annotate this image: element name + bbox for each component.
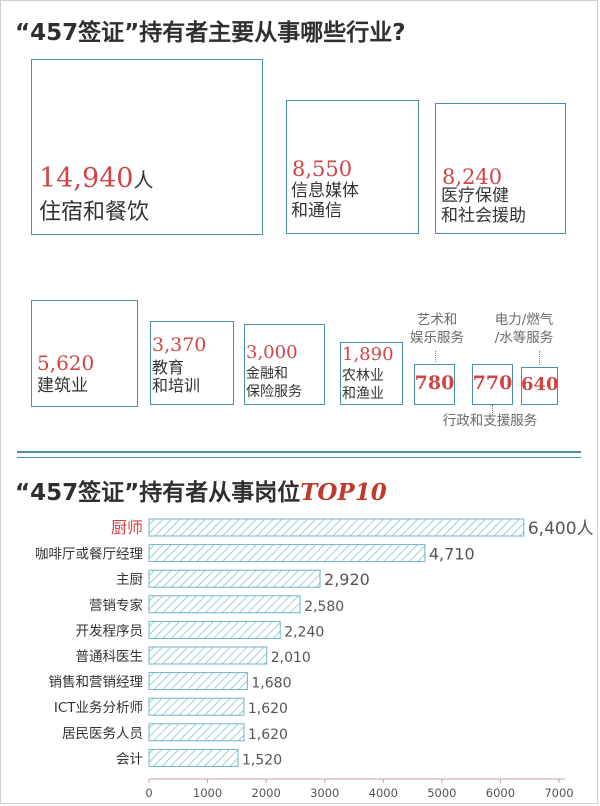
bar [148, 620, 281, 639]
category-label: 厨师 [111, 518, 143, 537]
value-label: 1,620 [248, 701, 288, 717]
value-label: 2,920 [324, 570, 370, 589]
industry-box-finance [244, 324, 325, 405]
industry-value-healthcare: 8,240 [442, 165, 503, 189]
x-tick-label: 3000 [310, 786, 339, 800]
bar [148, 672, 248, 691]
industry-value-construction: 5,620 [37, 351, 95, 375]
industry-value-admin: 770 [472, 372, 513, 394]
industry-value-finance: 3,000 [246, 342, 298, 363]
x-tick-label: 2000 [252, 786, 281, 800]
arts-connector [435, 351, 436, 362]
industry-label-arts: 艺术和 娱乐服务 [410, 312, 464, 347]
value-label: 1,620 [248, 727, 288, 743]
industry-value-accommodation: 14,940人 [39, 163, 154, 194]
category-label: 会计 [116, 751, 143, 767]
category-label: 普通科医生 [76, 649, 144, 665]
industry-value-education: 3,370 [152, 334, 207, 356]
industry-label-admin: 行政和支援服务 [442, 413, 538, 429]
industry-label-utilities: 电力/燃气 /水等服务 [494, 312, 554, 347]
unit-label: 人 [133, 168, 154, 192]
industry-box-agriculture [340, 342, 403, 405]
industry-section-title: “457签证”持有者主要从事哪些行业? [15, 20, 406, 46]
x-tick-label: 5000 [427, 786, 456, 800]
value-label: 1,680 [251, 676, 291, 692]
value-label: 2,010 [271, 650, 311, 666]
section-divider [17, 451, 581, 453]
industry-box-arts [414, 364, 455, 405]
industry-value-media: 8,550 [292, 157, 353, 181]
industry-value-arts: 780 [414, 372, 455, 394]
industry-label-healthcare: 医疗保健 和社会援助 [441, 186, 526, 226]
value-label: 6,400人 [528, 519, 594, 539]
value-label: 2,240 [284, 624, 324, 640]
x-tick-label: 4000 [369, 786, 398, 800]
industry-box-construction [31, 300, 138, 407]
bar [148, 723, 245, 742]
industry-label-accommodation: 住宿和餐饮 [39, 200, 150, 225]
x-tick-label: 7000 [544, 786, 573, 800]
industry-label-construction: 建筑业 [37, 376, 88, 396]
category-label: 居民医务人员 [62, 726, 143, 742]
industry-box-healthcare [435, 103, 566, 234]
category-label: 销售和营销经理 [49, 675, 144, 691]
x-tick-label: 1000 [193, 786, 222, 800]
x-tick-label: 6000 [486, 786, 515, 800]
bar [148, 518, 525, 537]
industry-box-accommodation [31, 59, 263, 235]
value-label: 1,520 [242, 752, 282, 768]
bar [148, 569, 321, 588]
industry-value-agriculture: 1,890 [342, 344, 394, 365]
category-label: 开发程序员 [76, 623, 144, 639]
industry-box-education [150, 321, 234, 405]
bar [148, 697, 245, 716]
value-label: 4,710 [429, 545, 475, 564]
category-label: 主厨 [116, 572, 143, 588]
industry-label-finance: 金融和 保险服务 [246, 366, 302, 401]
value-label: 2,580 [304, 599, 344, 615]
category-label: 营销专家 [89, 597, 143, 614]
bar [148, 748, 239, 767]
industry-box-admin [472, 364, 513, 405]
industry-box-media [286, 100, 419, 234]
category-label: ICT业务分析师 [54, 700, 143, 716]
industry-box-utilities [521, 367, 558, 405]
industry-label-agriculture: 农林业 和渔业 [342, 368, 384, 403]
utilities-connector [539, 351, 540, 365]
bar [148, 595, 301, 614]
jobs-section-title: “457签证”持有者从事岗位TOP10 [15, 479, 387, 506]
industry-value-utilities: 640 [521, 374, 559, 395]
industry-label-media: 信息媒体 和通信 [291, 181, 359, 221]
industry-label-education: 教育 和培训 [152, 358, 201, 396]
bar [148, 646, 268, 665]
x-tick-label: 0 [145, 786, 152, 800]
admin-connector [492, 405, 493, 415]
category-label: 咖啡厅或餐厅经理 [35, 547, 143, 563]
bar [148, 544, 426, 563]
section-divider-thin [17, 457, 581, 458]
